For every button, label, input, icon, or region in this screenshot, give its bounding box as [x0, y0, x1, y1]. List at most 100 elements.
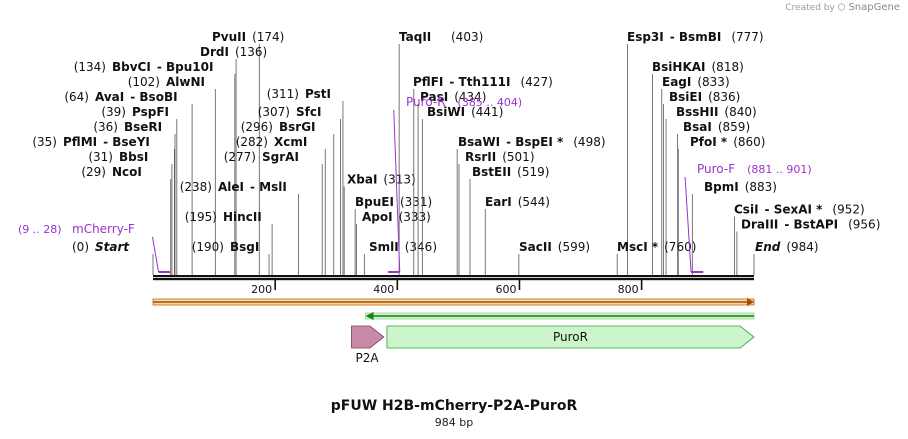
site-alt-name-alei: - MslI — [250, 180, 287, 194]
site-name-apoi: ApoI — [362, 210, 393, 224]
site-position-draiii: (956) — [848, 218, 880, 232]
site-position-eagi: (833) — [697, 75, 729, 89]
site-alt-name-pflfi: - Tth111I — [449, 75, 510, 89]
site-name-drdi: DrdI — [200, 45, 229, 59]
site-position-bsihkai: (818) — [712, 60, 744, 74]
feature-orf-arrowhead — [747, 298, 754, 306]
backbone-top — [153, 275, 754, 278]
primer-range-puro-r: (385 .. 404) — [458, 96, 523, 109]
site-position-xbai: (313) — [383, 173, 415, 187]
primer-name-puro-r: Puro-R — [406, 95, 446, 109]
scale-tick-label: 200 — [251, 283, 272, 296]
site-alt-name-draiii: - BstAPI — [784, 218, 838, 232]
site-position-sacii: (599) — [558, 240, 590, 254]
site-name-bsrgi: BsrGI — [279, 120, 316, 134]
feature-label-puror: PuroR — [553, 330, 588, 344]
primer-name-mcherry-f: mCherry-F — [72, 222, 135, 236]
site-position-msci: (760) — [664, 240, 696, 254]
site-position-rsrii: (501) — [502, 150, 534, 164]
site-name-bpuei: BpuEI — [355, 195, 394, 209]
site-name-bsgi: BsgI — [230, 240, 259, 254]
site-name-pvuii: PvuII — [212, 30, 246, 44]
site-position-bbvci: (134) — [74, 60, 106, 74]
site-name-bseri: BseRI — [124, 120, 162, 134]
scale-tick-label: 400 — [373, 283, 394, 296]
site-name-pasi: PasI — [420, 90, 448, 104]
site-position-pspfi: (39) — [101, 105, 126, 119]
site-position-pfoi: (860) — [733, 135, 765, 149]
site-position-bpmi: (883) — [745, 180, 777, 194]
site-name-ncoi: NcoI — [112, 165, 142, 179]
site-position-taqii: (403) — [451, 30, 483, 44]
site-name-pflfi: PflFI — [413, 75, 443, 89]
primer-name-puro-f: Puro-F — [697, 162, 735, 176]
site-name-rsrii: RsrII — [465, 150, 496, 164]
site-name-xcmi: XcmI — [274, 135, 307, 149]
site-name-end: End — [755, 240, 781, 254]
site-name-hincii: HincII — [223, 210, 262, 224]
site-position-pvuii: (174) — [252, 30, 284, 44]
scale-tick-label: 800 — [618, 283, 639, 296]
site-position-bpuei: (331) — [400, 195, 432, 209]
backbone-bottom — [153, 278, 754, 281]
site-position-apoi: (333) — [399, 210, 431, 224]
site-name-bbvci: BbvCI — [112, 60, 151, 74]
site-name-sgrai: SgrAI — [262, 150, 299, 164]
feature-label-p2a: P2A — [356, 351, 380, 365]
site-name-esp3i: Esp3I — [627, 30, 664, 44]
site-name-pflmi: PflMI — [63, 135, 97, 149]
site-position-xcmi: (282) — [236, 135, 268, 149]
primer-connector-puro-r — [393, 109, 401, 273]
site-name-alwni: AlwNI — [166, 75, 205, 89]
site-position-bbsi: (31) — [88, 150, 113, 164]
site-position-esp3i: (777) — [731, 30, 763, 44]
site-position-ncoi: (29) — [81, 165, 106, 179]
plasmid-title: pFUW H2B-mCherry-P2A-PuroR — [330, 398, 578, 414]
site-position-end: (984) — [786, 240, 818, 254]
scale-tick-label: 600 — [495, 283, 516, 296]
site-name-xbai: XbaI — [347, 173, 377, 187]
site-name-bsiei: BsiEI — [669, 90, 702, 104]
site-name-bsshii: BssHII — [676, 105, 718, 119]
site-alt-name-pflmi: - BseYI — [103, 135, 150, 149]
site-name-taqii: TaqII — [399, 30, 431, 44]
site-position-bsrgi: (296) — [241, 120, 273, 134]
site-name-bbsi: BbsI — [119, 150, 148, 164]
site-name-smli: SmlI — [369, 240, 399, 254]
primer-connector-puro-f — [684, 176, 692, 273]
site-name-sfci: SfcI — [296, 105, 321, 119]
site-position-bsawi: (498) — [573, 135, 605, 149]
site-name-bsteii: BstEII — [472, 165, 511, 179]
site-position-sgrai: (277) — [224, 150, 256, 164]
site-name-bsawi: BsaWI — [458, 135, 500, 149]
site-name-bsihkai: BsiHKAI — [652, 60, 706, 74]
site-position-pasi: (434) — [454, 90, 486, 104]
site-alt-name-avai: - BsoBI — [130, 90, 177, 104]
site-name-csii: CsiI — [734, 203, 759, 217]
site-name-pspfi: PspFI — [132, 105, 169, 119]
site-alt-name-bbvci: - Bpu10I — [157, 60, 214, 74]
feature-p2a — [351, 325, 385, 349]
site-position-pflmi: (35) — [32, 135, 57, 149]
site-position-csii: (952) — [832, 203, 864, 217]
site-position-alwni: (102) — [128, 75, 160, 89]
site-name-msci: MscI * — [617, 240, 659, 254]
snapgene-logo-icon: ⬡ — [837, 3, 846, 13]
site-name-bsai: BsaI — [683, 120, 712, 134]
site-alt-name-bsawi: - BspEI * — [506, 135, 564, 149]
site-name-bpmi: BpmI — [704, 180, 739, 194]
site-position-smli: (346) — [405, 240, 437, 254]
site-position-bsiei: (836) — [708, 90, 740, 104]
site-alt-name-esp3i: - BsmBI — [670, 30, 722, 44]
site-alt-name-csii: - SexAI * — [765, 203, 824, 217]
site-position-alei: (238) — [180, 180, 212, 194]
site-position-eari: (544) — [518, 195, 550, 209]
site-name-avai: AvaI — [95, 90, 124, 104]
feature-puro-arrowhead — [365, 312, 374, 320]
site-name-pfoi: PfoI * — [690, 135, 728, 149]
snapgene-credit: Created by ⬡ SnapGene — [785, 2, 900, 13]
site-position-start: (0) — [72, 240, 89, 254]
site-name-start: Start — [95, 240, 130, 254]
site-position-drdi: (136) — [235, 45, 267, 59]
